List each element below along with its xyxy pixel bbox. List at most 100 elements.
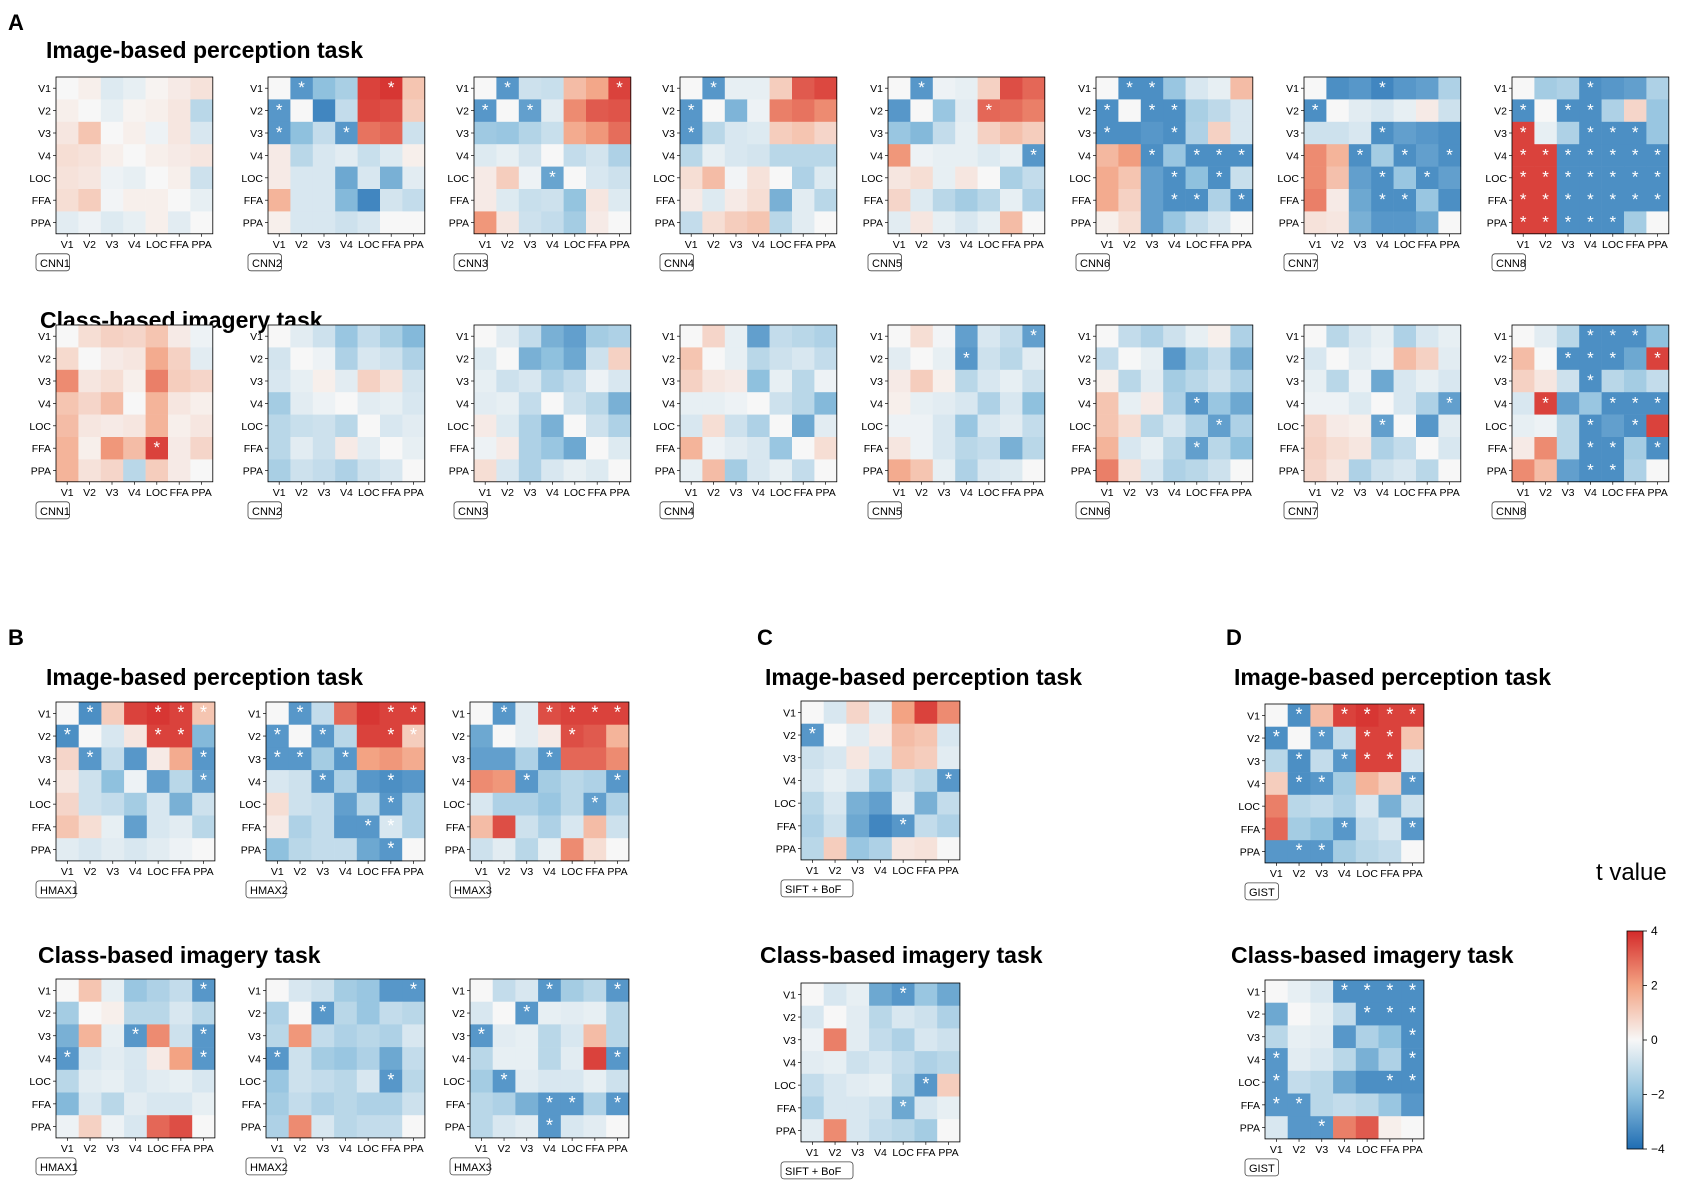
x-tick-label: V3 — [1146, 487, 1159, 499]
heatmap-cell — [290, 189, 314, 212]
significance-star: * — [1542, 145, 1549, 164]
heatmap-cell — [380, 369, 403, 393]
heatmap-cell — [1310, 726, 1334, 750]
heatmap-cell — [1163, 437, 1186, 460]
heatmap-cell — [1163, 459, 1186, 483]
model-label: CNN1 — [40, 506, 70, 518]
heatmap-cell — [1230, 392, 1254, 415]
y-tick-label: LOC — [239, 1076, 261, 1088]
heatmap-cell — [914, 814, 938, 838]
heatmap-cell — [1371, 325, 1394, 348]
heatmap-cell — [560, 838, 584, 862]
x-tick-label: V1 — [1517, 239, 1530, 251]
heatmap-cell — [470, 702, 493, 725]
model-label-box — [1283, 253, 1318, 272]
significance-star: * — [569, 725, 576, 745]
y-tick-label: V3 — [38, 1031, 51, 1043]
heatmap-cell — [814, 99, 838, 123]
y-tick-label: PPA — [1240, 847, 1260, 859]
y-tick-label: V1 — [456, 331, 469, 343]
heatmap-cell — [1416, 211, 1439, 235]
heatmap-cell — [1624, 347, 1647, 371]
heatmap-cell — [932, 189, 956, 212]
heatmap-cell — [563, 166, 587, 190]
heatmap-cell — [914, 1051, 938, 1075]
heatmap-cell — [335, 144, 358, 167]
heatmap-cell — [608, 144, 632, 167]
heatmap-cell — [586, 459, 609, 483]
heatmap-cell — [1333, 794, 1357, 818]
panel-letter-b: B — [8, 625, 24, 650]
heatmap-cell — [190, 144, 214, 167]
heatmap-cell — [563, 414, 587, 438]
heatmap-cell — [1348, 414, 1372, 438]
heatmap-cell — [168, 392, 191, 415]
heatmap-cell — [124, 1001, 148, 1025]
heatmap-cell — [769, 325, 793, 348]
heatmap-cell — [955, 99, 978, 123]
significance-star: * — [614, 702, 621, 722]
heatmap-cell — [747, 189, 770, 212]
heatmap-cell — [1378, 704, 1402, 727]
model-label: CNN3 — [458, 506, 488, 518]
heatmap-cell — [769, 144, 793, 167]
heatmap-cell — [1512, 325, 1535, 348]
heatmap-cell — [977, 99, 1001, 123]
heatmap-cell — [474, 166, 497, 190]
significance-star: * — [153, 438, 160, 457]
heatmap-cell — [56, 77, 79, 100]
heatmap-cell — [1601, 369, 1625, 393]
heatmap-cell — [146, 1115, 170, 1139]
heatmap-cell — [769, 392, 793, 415]
model-label-box — [247, 253, 282, 272]
x-tick-label: LOC — [892, 1147, 914, 1159]
heatmap-cell — [1096, 189, 1119, 212]
significance-star: * — [1401, 145, 1408, 164]
heatmap-cell — [56, 369, 79, 393]
heatmap-cell — [1000, 144, 1023, 167]
x-tick-label: V3 — [106, 1143, 119, 1155]
heatmap-cell — [846, 1073, 870, 1097]
heatmap-cell — [1646, 189, 1670, 212]
heatmap-cell — [955, 77, 978, 100]
heatmap-cell — [937, 723, 961, 747]
heatmap-cell — [100, 211, 124, 235]
heatmap-cell — [608, 437, 632, 460]
model-label: CNN3 — [458, 258, 488, 270]
heatmap-cell — [1326, 325, 1350, 348]
heatmap-cell — [357, 99, 381, 123]
heatmap-cell — [124, 838, 148, 862]
heatmap-cell — [402, 724, 426, 748]
heatmap-cell — [268, 77, 291, 100]
heatmap-cell — [1118, 414, 1142, 438]
heatmap-cell — [1140, 189, 1164, 212]
heatmap-cell — [1230, 77, 1254, 100]
x-tick-label: V2 — [1293, 1144, 1306, 1156]
heatmap-cell — [1287, 817, 1311, 841]
x-tick-label: V1 — [1309, 239, 1322, 251]
heatmap-cell — [680, 121, 703, 145]
heatmap-cell — [1118, 144, 1142, 167]
heatmap-cell — [1310, 840, 1334, 864]
heatmap-cell — [846, 701, 870, 724]
significance-star: * — [546, 702, 553, 722]
y-tick-label: PPA — [1279, 218, 1299, 230]
x-tick-label: V3 — [1562, 487, 1575, 499]
heatmap-cell — [560, 979, 584, 1002]
y-tick-label: PPA — [1487, 218, 1507, 230]
y-tick-label: V2 — [1286, 354, 1299, 366]
significance-star: * — [200, 702, 207, 722]
heatmap-cell — [146, 815, 170, 839]
heatmap-cell — [869, 983, 893, 1006]
heatmap-cell — [1326, 121, 1350, 145]
y-tick-label: FFA — [656, 443, 675, 455]
heatmap-cell — [910, 211, 934, 235]
heatmap-cell — [1096, 414, 1119, 438]
heatmap-cell — [955, 392, 978, 415]
significance-star: * — [1379, 123, 1386, 142]
heatmap-cell — [792, 392, 815, 415]
heatmap-cell — [1624, 369, 1647, 393]
